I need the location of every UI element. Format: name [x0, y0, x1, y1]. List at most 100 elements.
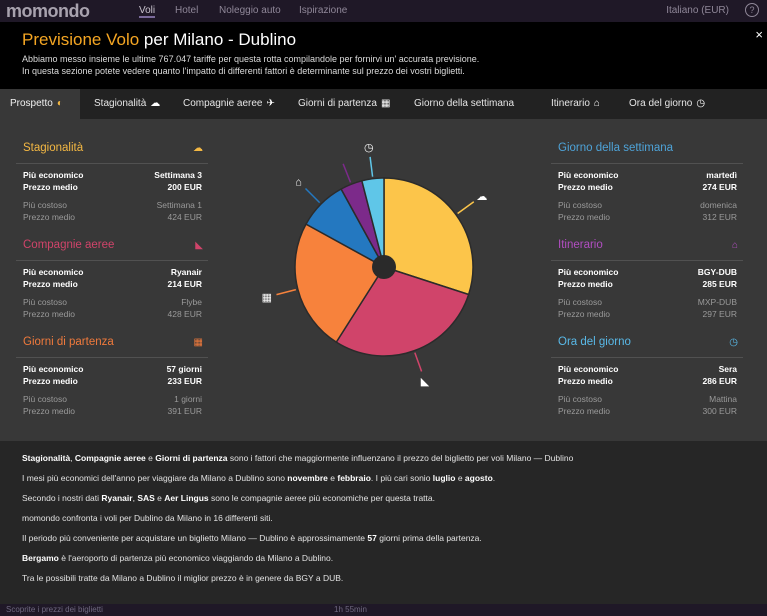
cheapest-row: Più economico Ryanair — [16, 267, 208, 279]
top-navigation: momondo Voli Hotel Noleggio auto Ispiraz… — [0, 0, 767, 22]
cheapest-label: Più economico — [23, 267, 84, 277]
clock-icon: ◷ — [364, 142, 374, 154]
panel-title-text: Ora del giorno — [558, 336, 631, 348]
pie-leader-line — [342, 163, 352, 183]
panel-stagionalita: Stagionalità ☁ Più economico Settimana 3 P… — [16, 142, 208, 224]
cheapest-value: Ryanair — [170, 267, 202, 277]
help-icon[interactable]: ? — [745, 3, 759, 17]
calendar-icon: ▦ — [262, 292, 272, 304]
avg-price-label: Prezzo medio — [23, 376, 78, 386]
avg-price-row: Prezzo medio 274 EUR — [551, 182, 743, 194]
avg-price-label: Prezzo medio — [23, 182, 78, 192]
nav-ispirazione[interactable]: Ispirazione — [299, 5, 348, 16]
avg-price-row: Prezzo medio 214 EUR — [16, 279, 208, 291]
calendar-icon: ▦ — [380, 98, 391, 109]
avg-price-label: Prezzo medio — [558, 212, 610, 222]
cheapest-label: Più economico — [23, 170, 84, 180]
cheapest-value: 57 giorni — [166, 364, 202, 374]
avg-price-label: Prezzo medio — [558, 309, 610, 319]
pie-leader-line — [369, 156, 374, 177]
avg-price-row: Prezzo medio 297 EUR — [551, 309, 743, 321]
cheapest-value: Settimana 3 — [154, 170, 202, 180]
background-link: Scoprite i prezzi dei biglietti — [6, 605, 103, 614]
most-expensive-label: Più costoso — [23, 200, 67, 210]
subtitle-line-1: Abbiamo messo insieme le ultime 767.047 … — [22, 54, 480, 64]
language-selector[interactable]: Italiano (EUR) — [666, 5, 729, 16]
pie-leader-line — [304, 187, 321, 204]
cheapest-label: Più economico — [558, 364, 619, 374]
most-expensive-row: Più costoso Settimana 1 — [16, 200, 208, 212]
tab-itinerario[interactable]: Itinerario ⌂ — [541, 89, 600, 119]
pie-center-hole — [372, 255, 396, 279]
pie-slice-2 — [294, 223, 386, 344]
close-icon[interactable]: × — [755, 27, 763, 42]
most-expensive-value: MXP-DUB — [697, 297, 737, 307]
tab-stagionalita[interactable]: Stagionalità ☁ — [84, 89, 160, 119]
summary-line-3: Secondo i nostri dati Ryanair, SAS e Aer… — [22, 493, 435, 503]
cheapest-row: Più economico Settimana 3 — [16, 170, 208, 182]
most-expensive-value: 1 giorni — [174, 394, 202, 404]
panel-title-text: Stagionalità — [23, 142, 84, 154]
cheapest-row: Più economico 57 giorni — [16, 364, 208, 376]
summary-footer: Stagionalità, Compagnie aeree e Giorni d… — [0, 441, 767, 604]
cheapest-value: martedì — [706, 170, 737, 180]
panel-title-text: Compagnie aeree — [23, 239, 115, 251]
summary-line-1: Stagionalità, Compagnie aeree e Giorni d… — [22, 453, 574, 463]
modal-header: Previsione Volo per Milano - Dublino Abb… — [0, 22, 767, 89]
page-title: Previsione Volo per Milano - Dublino — [22, 30, 296, 50]
avg-price-value: 312 EUR — [702, 212, 738, 222]
tab-ora-giorno[interactable]: Ora del giorno ◷ — [619, 89, 705, 119]
tab-label: Giorno della settimana — [414, 98, 515, 109]
tab-giorni-partenza[interactable]: Giorni di partenza ▦ — [288, 89, 390, 119]
avg-price-label: Prezzo medio — [23, 279, 78, 289]
tab-compagnie-aeree[interactable]: Compagnie aeree ✈ — [173, 89, 275, 119]
sun-cloud-icon: ◐ — [56, 98, 63, 109]
cheapest-value: Sera — [718, 364, 737, 374]
cheapest-row: Più economico Sera — [551, 364, 743, 376]
pie-slice-5 — [360, 177, 385, 268]
tab-prospetto[interactable]: Prospetto ◐ — [0, 89, 80, 119]
nav-noleggio-auto[interactable]: Noleggio auto — [219, 5, 281, 16]
avg-price-value: 391 EUR — [167, 406, 203, 416]
pie-leader-line — [276, 288, 297, 296]
cheapest-label: Più economico — [558, 267, 619, 277]
route-icon: ⌂ — [731, 240, 738, 251]
most-expensive-label: Più costoso — [23, 297, 67, 307]
most-expensive-label: Più costoso — [23, 394, 67, 404]
avg-price-row: Prezzo medio 300 EUR — [551, 406, 743, 418]
most-expensive-row: Più costoso MXP-DUB — [551, 297, 743, 309]
pie-slice-0 — [383, 177, 474, 296]
momondo-logo[interactable]: momondo — [6, 1, 90, 21]
tab-label: Giorni di partenza — [298, 98, 377, 109]
summary-line-7: Tra le possibili tratte da Milano a Dubl… — [22, 573, 344, 583]
most-expensive-label: Più costoso — [558, 297, 602, 307]
most-expensive-value: domenica — [700, 200, 737, 210]
panel-title: Stagionalità ☁ — [16, 142, 208, 164]
tab-label: Itinerario — [551, 98, 590, 109]
avg-price-value: 424 EUR — [167, 212, 203, 222]
panel-title-text: Giorno della settimana — [558, 142, 674, 154]
nav-voli[interactable]: Voli — [139, 5, 156, 18]
avg-price-value: 233 EUR — [167, 376, 203, 386]
summary-line-6: Bergamo è l'aeroporto di partenza più ec… — [22, 553, 334, 563]
avg-price-row: Prezzo medio 391 EUR — [16, 406, 208, 418]
panel-itinerario: Itinerario ⌂ Più economico BGY-DUB Prezzo … — [551, 239, 743, 321]
title-accent: Previsione Volo — [22, 30, 140, 49]
avg-price-label: Prezzo medio — [558, 376, 613, 386]
plane-icon: ◣ — [195, 240, 203, 251]
background-page-strip: Scoprite i prezzi dei biglietti 1h 55min — [0, 604, 767, 616]
clock-icon: ◷ — [729, 337, 738, 348]
weather-icon: ☁ — [150, 98, 161, 109]
avg-price-row: Prezzo medio 428 EUR — [16, 309, 208, 321]
tab-giorno-settimana[interactable]: Giorno della settimana — [404, 89, 514, 119]
avg-price-row: Prezzo medio 286 EUR — [551, 376, 743, 388]
background-duration: 1h 55min — [334, 605, 367, 614]
route-icon: ⌂ — [593, 98, 600, 109]
cheapest-label: Più economico — [23, 364, 84, 374]
nav-hotel[interactable]: Hotel — [175, 5, 199, 16]
avg-price-value: 297 EUR — [702, 309, 738, 319]
pie-leader-line — [414, 352, 423, 372]
plane-icon: ✈ — [266, 98, 275, 109]
cheapest-row: Più economico BGY-DUB — [551, 267, 743, 279]
weather-icon: ☁ — [193, 143, 203, 154]
